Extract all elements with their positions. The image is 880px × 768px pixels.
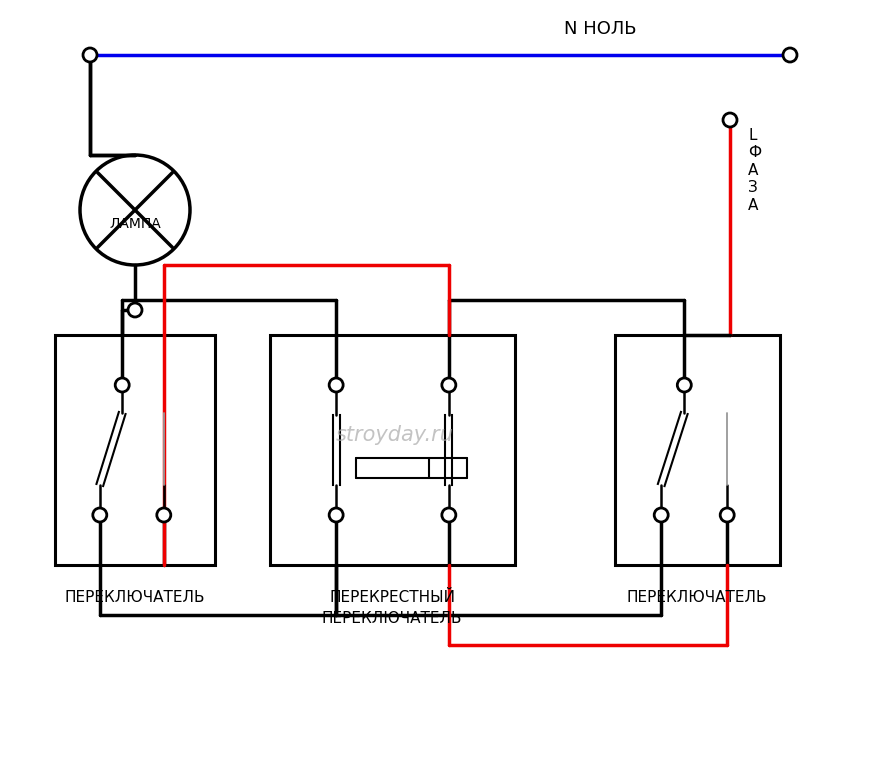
Text: ЛАМПА: ЛАМПА	[109, 217, 161, 230]
Circle shape	[678, 378, 692, 392]
Circle shape	[783, 48, 797, 62]
Text: ПЕРЕКЛЮЧАТЕЛЬ: ПЕРЕКЛЮЧАТЕЛЬ	[627, 590, 767, 605]
Circle shape	[128, 303, 142, 317]
Circle shape	[157, 508, 171, 522]
Circle shape	[442, 378, 456, 392]
Bar	[270, 335, 515, 565]
Circle shape	[83, 48, 97, 62]
Circle shape	[80, 155, 190, 265]
Circle shape	[329, 378, 343, 392]
Circle shape	[654, 508, 668, 522]
Circle shape	[329, 508, 343, 522]
Circle shape	[115, 378, 129, 392]
Bar	[55, 335, 215, 565]
Bar	[615, 335, 780, 565]
Text: stroyday.ru: stroyday.ru	[336, 425, 454, 445]
Text: L
Ф
А
З
А: L Ф А З А	[748, 128, 761, 213]
Text: ПЕРЕКРЕСТНЫЙ
ПЕРЕКЛЮЧАТЕЛЬ: ПЕРЕКРЕСТНЫЙ ПЕРЕКЛЮЧАТЕЛЬ	[322, 590, 462, 626]
Circle shape	[442, 508, 456, 522]
Circle shape	[92, 508, 106, 522]
Circle shape	[720, 508, 734, 522]
Text: N НОЛЬ: N НОЛЬ	[564, 20, 636, 38]
Circle shape	[723, 113, 737, 127]
Text: ПЕРЕКЛЮЧАТЕЛЬ: ПЕРЕКЛЮЧАТЕЛЬ	[65, 590, 205, 605]
